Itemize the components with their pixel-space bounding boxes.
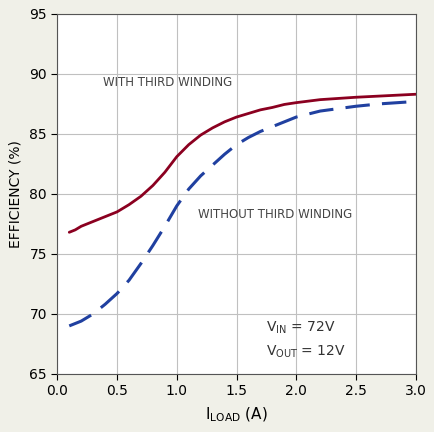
Text: WITHOUT THIRD WINDING: WITHOUT THIRD WINDING — [198, 208, 352, 221]
X-axis label: I$_{\rm LOAD}$ (A): I$_{\rm LOAD}$ (A) — [205, 405, 267, 424]
Text: V$_{\rm IN}$ = 72V
V$_{\rm OUT}$ = 12V: V$_{\rm IN}$ = 72V V$_{\rm OUT}$ = 12V — [266, 320, 345, 359]
Y-axis label: EFFICIENCY (%): EFFICIENCY (%) — [8, 140, 22, 248]
Text: WITH THIRD WINDING: WITH THIRD WINDING — [102, 76, 231, 89]
